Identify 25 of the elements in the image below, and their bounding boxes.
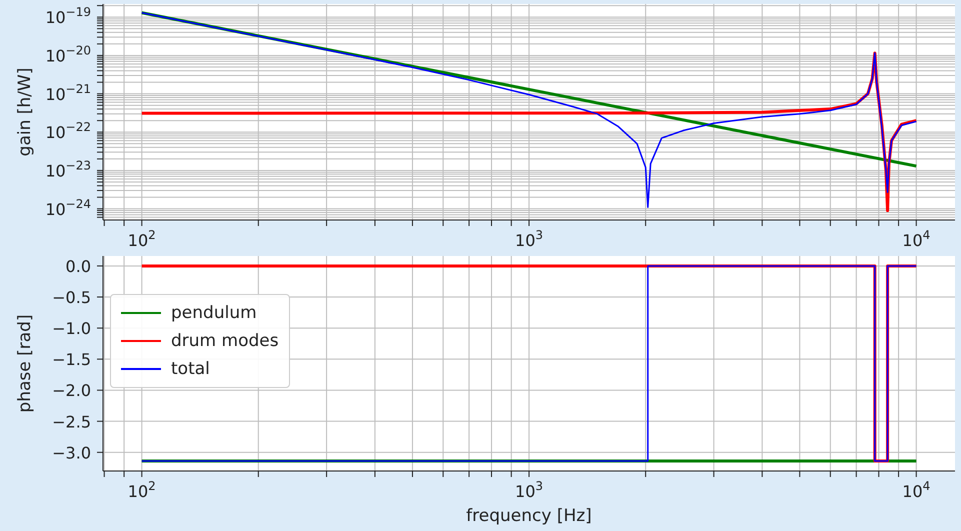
y-axis-title: phase [rad] — [15, 314, 36, 413]
y-tick-label: −1.0 — [52, 319, 91, 338]
y-tick-label: −3.0 — [52, 443, 91, 462]
y-tick-label: 0.0 — [66, 256, 91, 276]
x-tick-label: 10$^{4}$ — [902, 228, 930, 250]
legend-label: pendulum — [171, 303, 257, 323]
x-tick-label: 10$^{3}$ — [515, 479, 544, 501]
x-tick-label: 10$^{2}$ — [128, 479, 156, 501]
x-tick-label: 10$^{3}$ — [515, 228, 544, 250]
y-tick-label: 10$^{−21}$ — [45, 82, 91, 104]
x-tick-label: 10$^{4}$ — [902, 479, 930, 501]
y-tick-label: −2.5 — [52, 412, 91, 432]
legend-label: total — [171, 359, 210, 379]
y-tick-label: 10$^{−19}$ — [45, 5, 91, 28]
y-tick-label: 10$^{−23}$ — [45, 158, 91, 180]
y-tick-label: 10$^{−20}$ — [45, 43, 91, 66]
y-tick-label: 10$^{−24}$ — [45, 196, 91, 219]
y-tick-label: −0.5 — [52, 288, 91, 308]
y-tick-label: −1.5 — [52, 350, 91, 370]
y-tick-label: −2.0 — [52, 381, 91, 400]
legend-label: drum modes — [171, 331, 279, 351]
y-axis-title: gain [h/W] — [15, 68, 36, 156]
x-tick-label: 10$^{2}$ — [128, 228, 156, 250]
y-tick-label: 10$^{−22}$ — [45, 120, 91, 142]
x-axis-title: frequency [Hz] — [466, 506, 592, 526]
